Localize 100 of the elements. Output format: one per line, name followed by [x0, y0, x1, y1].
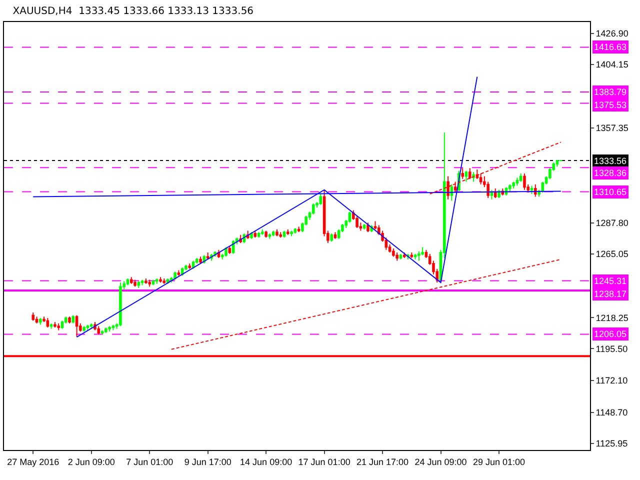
y-tick-label: 1426.90	[596, 28, 628, 38]
candlestick	[50, 322, 53, 330]
candlestick	[264, 230, 268, 238]
candlestick	[516, 177, 519, 186]
candlestick	[32, 312, 35, 322]
candlestick	[174, 271, 176, 280]
candlestick	[148, 279, 151, 288]
candlestick	[54, 322, 56, 328]
candlestick	[410, 252, 414, 259]
candlestick	[119, 282, 122, 327]
candlestick	[261, 228, 264, 236]
candlestick	[396, 252, 398, 262]
candlestick	[206, 252, 210, 260]
candlestick	[461, 168, 464, 180]
candlestick	[35, 316, 38, 324]
candlestick	[82, 326, 86, 332]
candlestick	[519, 173, 522, 182]
candlestick	[294, 228, 297, 234]
candlestick	[39, 317, 42, 326]
candlestick	[75, 314, 78, 338]
candlestick	[60, 320, 64, 330]
candlestick	[334, 232, 337, 240]
candlestick	[464, 170, 468, 182]
candlestick	[130, 276, 133, 284]
x-tick-label: 24 Jun 09:00	[414, 456, 467, 467]
candlestick	[152, 279, 155, 286]
candlestick	[224, 246, 228, 258]
y-tick-label: 1265.05	[596, 249, 628, 259]
candlestick	[100, 330, 104, 335]
candlestick	[556, 159, 559, 168]
ref-line-label: 1333.56	[594, 156, 627, 166]
candlestick	[402, 252, 406, 259]
candlestick	[177, 270, 180, 276]
x-tick-label: 14 Jun 09:00	[240, 456, 292, 467]
candlestick	[282, 230, 286, 238]
candlestick	[362, 223, 366, 230]
candlestick	[155, 278, 158, 284]
candlestick	[46, 317, 50, 328]
y-tick-label: 1357.35	[596, 123, 628, 134]
candlestick	[468, 168, 472, 180]
candlestick	[140, 279, 144, 286]
ref-line-label: 1310.65	[594, 187, 627, 197]
candlestick	[479, 173, 482, 185]
candlestick	[523, 173, 526, 190]
candlestick	[126, 278, 130, 286]
candlestick	[257, 232, 260, 238]
candlestick	[188, 262, 192, 270]
candlestick	[276, 228, 278, 237]
y-tick-label: 1195.50	[596, 344, 628, 354]
ref-line-label: 1245.31	[594, 276, 627, 286]
candlestick	[137, 280, 140, 288]
candlestick	[250, 232, 253, 240]
y-tick-label: 1218.25	[596, 312, 628, 323]
ref-line-label: 1206.05	[594, 329, 627, 339]
candlestick	[199, 256, 202, 264]
candlestick	[297, 226, 300, 233]
candlestick	[228, 245, 232, 254]
candlestick	[279, 232, 282, 238]
y-tick-label: 1125.95	[596, 438, 628, 449]
y-tick-label: 1287.80	[596, 218, 628, 228]
ref-line-label: 1383.79	[594, 87, 627, 97]
candlestick	[72, 314, 75, 324]
y-tick-label: 1172.10	[596, 376, 628, 386]
candlestick	[134, 279, 136, 288]
candlestick	[108, 326, 111, 332]
candlestick	[450, 184, 454, 202]
x-tick-label: 2 Jun 09:00	[68, 456, 115, 467]
candlestick	[112, 324, 115, 331]
x-tick-label: 17 Jun 01:00	[298, 456, 350, 467]
candlestick	[414, 253, 417, 260]
candlestick	[508, 184, 512, 192]
candlestick	[290, 230, 293, 237]
x-tick-label: 21 Jun 17:00	[356, 456, 409, 467]
chart-title: XAUUSD,H4 1333.45 1333.66 1333.13 1333.56	[12, 6, 254, 18]
ref-line-label: 1416.63	[594, 42, 627, 52]
candlestick	[512, 181, 515, 190]
ref-line-label: 1328.36	[594, 168, 627, 178]
candlestick	[254, 230, 257, 238]
candlestick	[366, 222, 370, 233]
candlestick	[392, 248, 395, 258]
x-tick-label: 27 May 2016	[7, 456, 60, 467]
candlestick	[144, 278, 148, 284]
candlestick	[57, 322, 60, 331]
candlestick	[90, 322, 93, 330]
y-tick-label: 1148.70	[596, 408, 628, 418]
candlestick	[530, 185, 534, 194]
candlestick	[68, 316, 71, 324]
candlestick	[286, 228, 290, 236]
x-tick-label: 29 Jun 01:00	[472, 456, 526, 467]
candlestick	[97, 326, 100, 335]
candlestick	[159, 276, 162, 284]
candlestick	[494, 188, 497, 199]
ref-line-label: 1375.53	[594, 100, 627, 110]
candlestick	[104, 327, 108, 334]
candlestick	[272, 230, 275, 237]
candlestick	[418, 250, 420, 262]
x-tick-label: 9 Jun 17:00	[184, 456, 232, 467]
candlestick	[399, 253, 402, 260]
ref-line-label: 1238.17	[594, 289, 627, 299]
candlestick	[490, 189, 494, 200]
